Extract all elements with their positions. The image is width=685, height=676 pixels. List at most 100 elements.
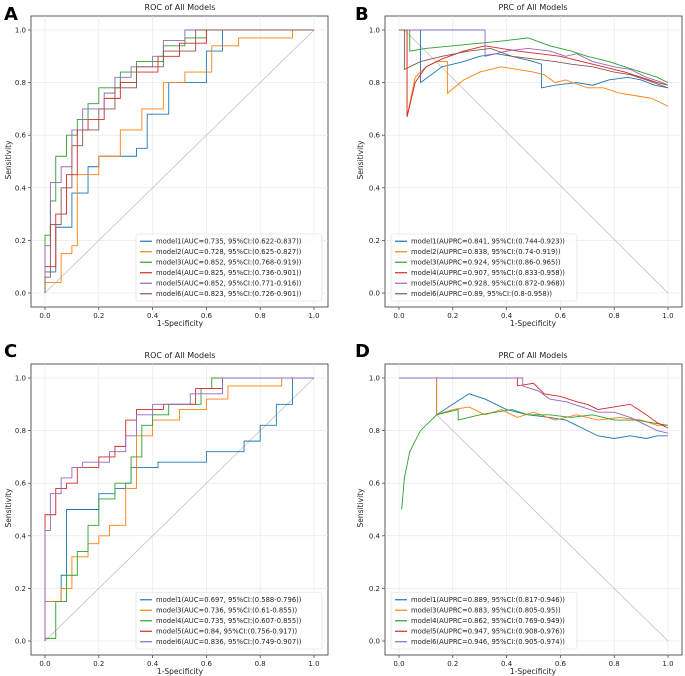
panel-b-letter: B bbox=[355, 4, 369, 25]
panel-c-xtick-label: 0.8 bbox=[255, 660, 266, 668]
panel-a-ytick-label: 0.4 bbox=[15, 184, 27, 192]
panel-a-legend-entry: model4(AUC=0.825, 95%CI:(0.736-0.901)) bbox=[156, 269, 302, 277]
panel-d-ytick-label: 0.8 bbox=[369, 427, 380, 435]
panel-c-xtick-label: 0.2 bbox=[93, 660, 104, 668]
panel-b-legend: model1(AUPRC=0.841, 95%CI:(0.744-0.923))… bbox=[390, 233, 578, 302]
panel-a-ytick-label: 0.2 bbox=[15, 237, 26, 245]
panel-b-prc: 0.0 0.2 0.4 0.6 0.8 1.0 0.0 0.2 0.4 0.6 0.8 1.0 mode… bbox=[355, 3, 683, 328]
panel-c-ytick-label: 1.0 bbox=[15, 375, 26, 383]
panel-a-legend-entry: model2(AUC=0.728, 95%CI:(0.625-0.827)) bbox=[156, 248, 302, 256]
panel-b-ytick-label: 0.4 bbox=[369, 184, 381, 192]
panel-c-legend-entry: model5(AUC=0.84, 95%CI:(0.756-0.917)) bbox=[156, 628, 297, 636]
panel-a-legend-entry: model6(AUC=0.823, 95%CI:(0.726-0.901)) bbox=[156, 290, 302, 298]
panel-b-xtick-label: 0.6 bbox=[555, 312, 567, 320]
panel-a-ytick-label: 1.0 bbox=[15, 27, 26, 35]
panel-c-xlabel: 1-Specificity bbox=[157, 667, 204, 676]
panel-b-ylabel: Sensitivity bbox=[356, 140, 365, 180]
panel-b-legend-entry: model3(AUPRC=0.924, 95%CI:(0.86-0.965)) bbox=[411, 259, 561, 267]
panel-b-series-line-model5 bbox=[399, 29, 669, 86]
panel-a-legend-box bbox=[135, 233, 323, 302]
panel-b-legend-entry: model4(AUPRC=0.907, 95%CI:(0.833-0.958)) bbox=[411, 269, 565, 277]
panel-d-letter: D bbox=[355, 341, 370, 362]
panel-d-xtick-label: 1.0 bbox=[662, 660, 673, 668]
panel-a-letter: A bbox=[4, 4, 18, 25]
panel-b-reference-line bbox=[404, 29, 669, 294]
panel-b-xlabel: 1-Specificity bbox=[510, 319, 557, 328]
panel-b-series-line-model4 bbox=[399, 29, 669, 117]
panel-d-legend-box bbox=[390, 592, 578, 650]
panel-d-legend-entry: model3(AUPRC=0.883, 95%CI:(0.805-0.95)) bbox=[411, 607, 561, 615]
panel-c-ytick-label: 0.8 bbox=[15, 427, 26, 435]
panel-c-ytick-label: 0.6 bbox=[15, 480, 27, 488]
panel-d-series-line-model3 bbox=[401, 408, 669, 510]
panel-a-xtick-label: 0.8 bbox=[255, 312, 266, 320]
panel-a-ytick-label: 0.0 bbox=[15, 290, 26, 298]
panel-a-xtick-label: 0.0 bbox=[39, 312, 50, 320]
panel-d-ytick-label: 0.2 bbox=[369, 585, 380, 593]
panel-c-plot-area: 0.0 0.2 0.4 0.6 0.8 1.0 0.0 0.2 0.4 0.6 0.8 1.0 mode… bbox=[15, 363, 329, 668]
panel-b-legend-box bbox=[390, 233, 578, 302]
panel-c-legend-entry: model3(AUC=0.736, 95%CI:(0.61-0.855)) bbox=[156, 607, 297, 615]
panel-b-series-line-model6 bbox=[399, 29, 669, 89]
panel-c-ytick-label: 0.4 bbox=[15, 532, 27, 540]
panel-d-legend: model1(AUPRC=0.889, 95%CI:(0.817-0.946))… bbox=[390, 592, 578, 650]
panel-d-reference-line bbox=[436, 414, 669, 642]
panel-c-ylabel: Sensitivity bbox=[4, 488, 13, 528]
panel-b-plot-area: 0.0 0.2 0.4 0.6 0.8 1.0 0.0 0.2 0.4 0.6 0.8 1.0 mode… bbox=[369, 15, 683, 320]
panel-a-reference-line bbox=[44, 29, 315, 294]
panel-b-legend-entry: model5(AUPRC=0.928, 95%CI:(0.872-0.968)) bbox=[411, 280, 565, 288]
panel-c-ytick-label: 0.2 bbox=[15, 585, 26, 593]
panel-a-ylabel: Sensitivity bbox=[4, 140, 13, 180]
panel-c-series-line-model5 bbox=[44, 377, 314, 641]
panel-b-legend-entry: model1(AUPRC=0.841, 95%CI:(0.744-0.923)) bbox=[411, 238, 565, 246]
panel-b-ytick-label: 1.0 bbox=[369, 27, 380, 35]
panel-d-plot-area: 0.0 0.2 0.4 0.6 0.8 1.0 0.0 0.2 0.4 0.6 0.8 1.0 mode… bbox=[369, 363, 683, 668]
panel-c-legend-box bbox=[135, 592, 323, 650]
panel-c-xtick-label: 0.4 bbox=[147, 660, 159, 668]
panel-d-legend-entry: model6(AUPRC=0.946, 95%CI:(0.905-0.974)) bbox=[411, 638, 565, 646]
panel-b-xtick-label: 0.8 bbox=[609, 312, 620, 320]
panel-a-xtick-label: 0.4 bbox=[147, 312, 159, 320]
panel-c-reference-line bbox=[44, 377, 315, 642]
panel-c-title: ROC of All Models bbox=[145, 351, 216, 360]
panel-c-series-line-model4 bbox=[44, 377, 314, 641]
panel-d-legend-entry: model4(AUPRC=0.862, 95%CI:(0.769-0.949)) bbox=[411, 617, 565, 625]
panel-a-legend: model1(AUC=0.735, 95%CI:(0.622-0.837)) mo… bbox=[135, 233, 323, 302]
panel-d-series-line-model2 bbox=[399, 377, 668, 426]
panel-b-legend-entry: model2(AUPRC=0.838, 95%CI:(0.74-0.919)) bbox=[411, 248, 561, 256]
panel-d-series-line-model5 bbox=[399, 377, 669, 434]
panel-c-series-line-model2 bbox=[44, 377, 314, 641]
panel-b-series-line-model3 bbox=[399, 29, 669, 84]
panel-d-ytick-label: 0.6 bbox=[369, 480, 381, 488]
panel-a-xtick-label: 0.2 bbox=[93, 312, 104, 320]
panel-b-xtick-label: 0.2 bbox=[447, 312, 458, 320]
panel-d-ytick-label: 0.0 bbox=[369, 638, 380, 646]
panel-d-xtick-label: 0.4 bbox=[501, 660, 513, 668]
panel-a-series-line-model2 bbox=[44, 29, 314, 293]
panel-a-ytick-label: 0.8 bbox=[15, 79, 26, 87]
panel-c-letter: C bbox=[4, 341, 17, 362]
panel-b-title: PRC of All Models bbox=[498, 3, 567, 12]
panel-a-series-line-model3 bbox=[44, 29, 314, 293]
panel-c-ytick-label: 0.0 bbox=[15, 638, 26, 646]
panel-a-ytick-label: 0.6 bbox=[15, 132, 27, 140]
panel-d-title: PRC of All Models bbox=[498, 351, 567, 360]
panel-d-xlabel: 1-Specificity bbox=[510, 667, 557, 676]
panel-b-ytick-label: 0.0 bbox=[369, 290, 380, 298]
panel-b-xtick-label: 0.0 bbox=[393, 312, 404, 320]
panel-a-plot-area: 0.0 0.2 0.4 0.6 0.8 1.0 0.0 0.2 0.4 0.6 0.8 1.0 mode… bbox=[15, 15, 329, 320]
panel-a-xtick-label: 0.6 bbox=[201, 312, 213, 320]
panel-b-ytick-label: 0.8 bbox=[369, 79, 380, 87]
panel-a-legend-entry: model5(AUC=0.852, 95%CI:(0.771-0.916)) bbox=[156, 280, 302, 288]
panel-a-legend-entry: model1(AUC=0.735, 95%CI:(0.622-0.837)) bbox=[156, 238, 302, 246]
panel-c-legend: model1(AUC=0.697, 95%CI:(0.588-0.796)) mo… bbox=[135, 592, 323, 650]
panel-a-xtick-label: 1.0 bbox=[308, 312, 319, 320]
panel-b-xtick-label: 1.0 bbox=[662, 312, 673, 320]
panel-c-legend-entry: model4(AUC=0.735, 95%CI:(0.607-0.855)) bbox=[156, 617, 302, 625]
panel-c-roc: 0.0 0.2 0.4 0.6 0.8 1.0 0.0 0.2 0.4 0.6 0.8 1.0 mode… bbox=[4, 341, 329, 676]
panel-a-series-line-model1 bbox=[44, 29, 314, 293]
panel-d-series-line-model1 bbox=[399, 377, 668, 439]
panel-b-ytick-label: 0.2 bbox=[369, 237, 380, 245]
panel-d-xtick-label: 0.8 bbox=[609, 660, 620, 668]
